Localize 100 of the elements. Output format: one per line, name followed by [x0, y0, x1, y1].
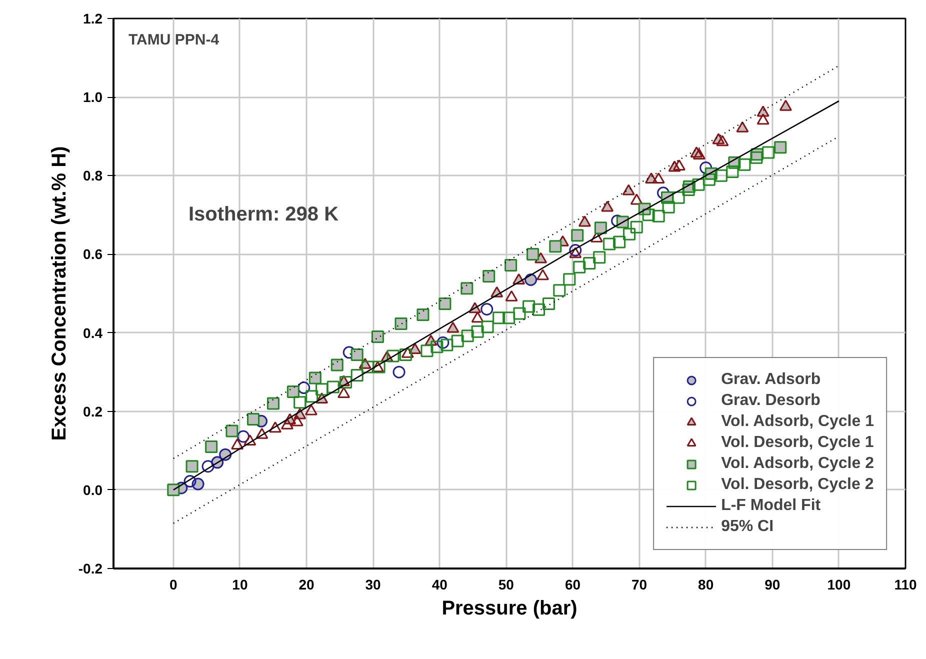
point — [167, 484, 180, 496]
point — [594, 222, 607, 234]
x-tick-label: 20 — [298, 576, 315, 592]
y-tick-label: 1.0 — [83, 89, 103, 106]
point — [268, 422, 282, 433]
point — [280, 418, 294, 430]
point — [342, 346, 356, 359]
point — [601, 200, 614, 212]
point — [480, 302, 494, 316]
point — [371, 330, 384, 343]
y-tick-label: -0.2 — [78, 560, 103, 576]
point — [652, 172, 665, 184]
point — [186, 460, 198, 473]
point — [460, 282, 474, 295]
x-tick-label: 70 — [631, 576, 648, 592]
point — [714, 169, 728, 182]
x-tick-label: 0 — [170, 576, 178, 592]
point — [583, 257, 596, 270]
point — [330, 358, 344, 372]
y-tick-label: 0.0 — [83, 482, 103, 498]
point — [736, 121, 749, 132]
point — [361, 360, 374, 374]
point — [716, 135, 729, 146]
point — [294, 396, 306, 409]
point — [578, 216, 591, 227]
point — [482, 270, 496, 282]
point — [623, 228, 636, 240]
x-tick-label: 30 — [365, 576, 382, 592]
point — [774, 141, 787, 154]
x-tick-label: 50 — [498, 576, 514, 592]
point — [184, 475, 196, 488]
point — [471, 325, 484, 338]
point — [350, 348, 364, 362]
point — [513, 307, 526, 320]
x-tick-label: 60 — [564, 576, 581, 592]
point — [205, 440, 218, 453]
point — [386, 350, 400, 362]
point — [226, 424, 238, 438]
point — [603, 238, 616, 250]
point — [630, 194, 643, 205]
point — [326, 380, 340, 394]
y-tick-label: 0.8 — [83, 168, 103, 184]
point — [394, 318, 408, 330]
point — [308, 372, 322, 384]
point — [738, 158, 751, 171]
point — [622, 184, 635, 196]
point — [672, 191, 685, 204]
point — [420, 344, 434, 358]
legend-label: L-F Model Fit — [721, 497, 821, 515]
point — [593, 251, 606, 264]
point — [247, 412, 260, 426]
annotation: TAMU PPN-4 — [128, 32, 220, 48]
legend-label: 95% CI — [721, 518, 774, 536]
point — [762, 146, 775, 159]
point — [401, 346, 414, 358]
legend-label: Grav. Desorb — [721, 392, 820, 410]
point — [524, 274, 538, 286]
point — [700, 162, 712, 174]
point — [692, 148, 706, 160]
point — [304, 404, 318, 416]
y-tick-label: 0.4 — [83, 324, 103, 341]
point — [569, 244, 582, 257]
point — [350, 368, 364, 382]
point — [237, 430, 250, 443]
point — [202, 460, 214, 473]
x-tick-label: 110 — [894, 576, 918, 592]
x-tick-label: 40 — [432, 576, 448, 592]
point — [492, 312, 506, 324]
y-tick-label: 0.2 — [83, 403, 103, 420]
point — [702, 173, 716, 186]
point — [256, 428, 268, 439]
point — [532, 303, 546, 316]
annotation: Isotherm: 298 K — [188, 204, 340, 226]
point — [779, 100, 792, 111]
point — [573, 260, 586, 274]
point — [461, 330, 474, 342]
point — [316, 383, 328, 396]
point — [553, 284, 566, 297]
point — [451, 334, 464, 348]
point — [672, 160, 686, 171]
legend-label: Vol. Adsorb, Cycle 2 — [721, 455, 874, 473]
x-tick-label: 10 — [232, 576, 248, 592]
point — [340, 376, 352, 389]
legend-label: Grav. Adsorb — [721, 371, 821, 389]
point — [569, 247, 582, 258]
point — [471, 312, 484, 323]
point — [416, 308, 430, 321]
point — [756, 114, 770, 125]
point — [244, 434, 256, 446]
point — [446, 322, 460, 333]
legend-label: Vol. Adsorb, Cycle 1 — [721, 413, 874, 431]
point — [266, 397, 280, 410]
point — [563, 273, 576, 286]
point — [549, 240, 562, 253]
x-tick-label: 90 — [764, 576, 780, 592]
point — [542, 297, 556, 310]
point — [750, 151, 763, 164]
legend-label: Vol. Desorb, Cycle 2 — [721, 476, 874, 494]
point — [652, 210, 665, 222]
point — [505, 290, 518, 302]
